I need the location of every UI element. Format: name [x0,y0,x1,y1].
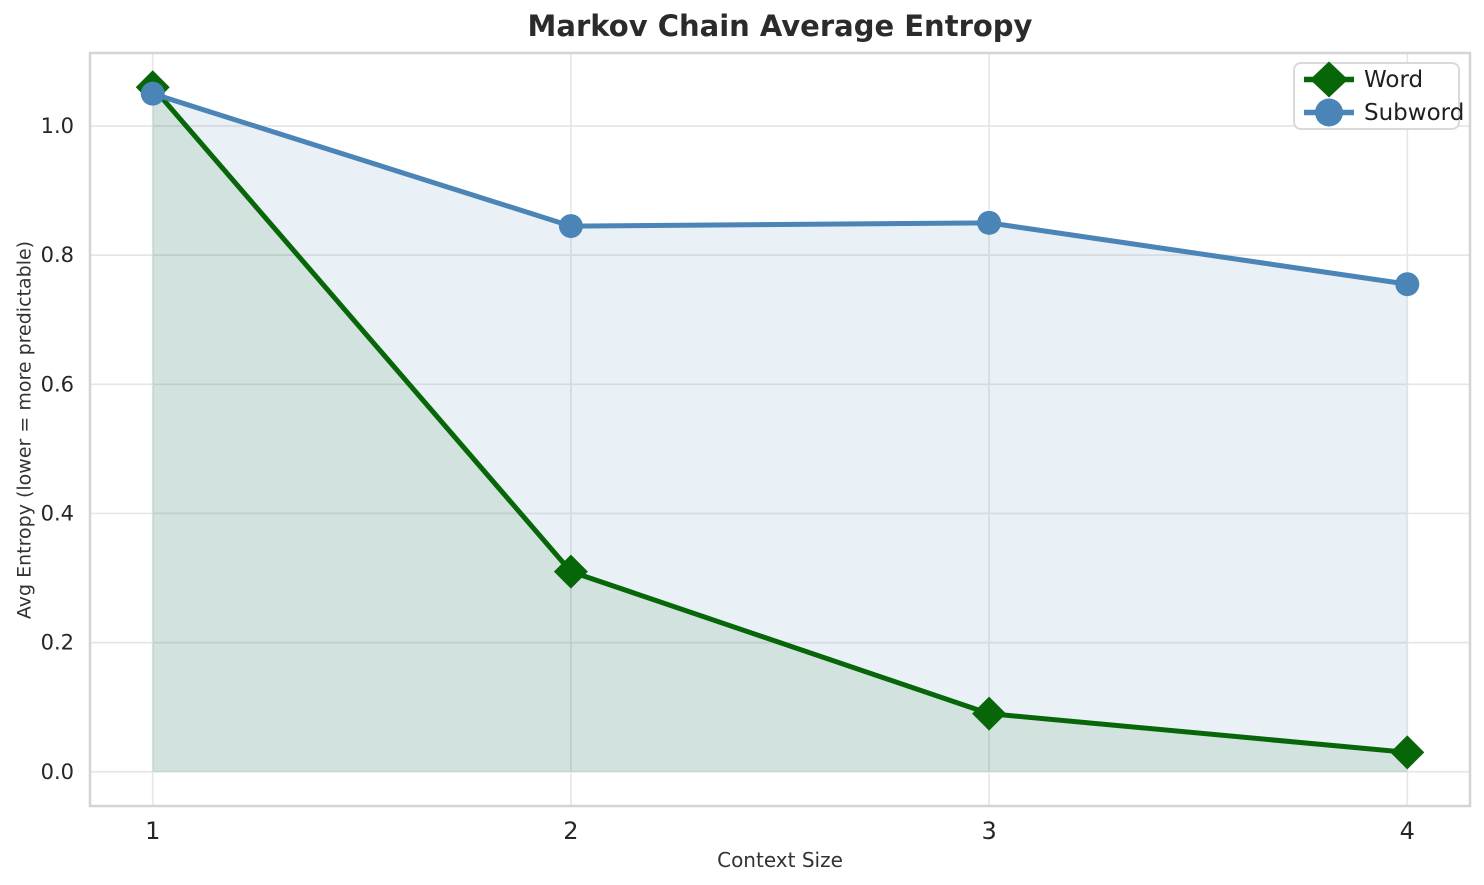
marker-subword [140,81,165,106]
y-axis-label: Avg Entropy (lower = more predictable) [13,240,36,620]
y-tick-label: 0.8 [41,243,74,267]
y-tick-label: 0.4 [41,501,74,525]
marker-subword [558,214,583,239]
legend-marker-subword [1315,98,1343,127]
subword-circle-marker-icon [1304,98,1354,127]
x-tick-label: 1 [145,817,160,845]
y-tick-label: 0.2 [41,631,74,655]
y-tick-label: 0.6 [41,372,74,396]
legend-label-subword: Subword [1364,99,1465,126]
marker-word [1390,735,1425,770]
x-axis-label: Context Size [717,848,843,872]
legend-marker-word [1310,61,1348,98]
area-word [152,87,1408,772]
x-tick-label: 3 [981,817,996,845]
x-tick-label: 2 [563,817,578,845]
x-tick-label: 4 [1400,817,1415,845]
plot-border [88,51,1472,808]
line-subword [150,91,1410,287]
line-word [150,84,1410,755]
marker-word [972,696,1007,731]
legend: Word Subword [1293,61,1464,130]
area-subword [152,93,1408,772]
y-tick-label: 0.0 [41,760,74,784]
y-tick-label: 1.0 [41,114,74,138]
marker-subword [1395,272,1420,297]
legend-item-word: Word [1295,61,1458,98]
marker-subword [977,210,1002,235]
word-diamond-marker-icon [1304,61,1354,98]
legend-item-subword: Subword [1295,96,1464,129]
chart-title: Markov Chain Average Entropy [527,9,1033,43]
marker-word [553,554,588,589]
legend-label-word: Word [1364,66,1424,93]
